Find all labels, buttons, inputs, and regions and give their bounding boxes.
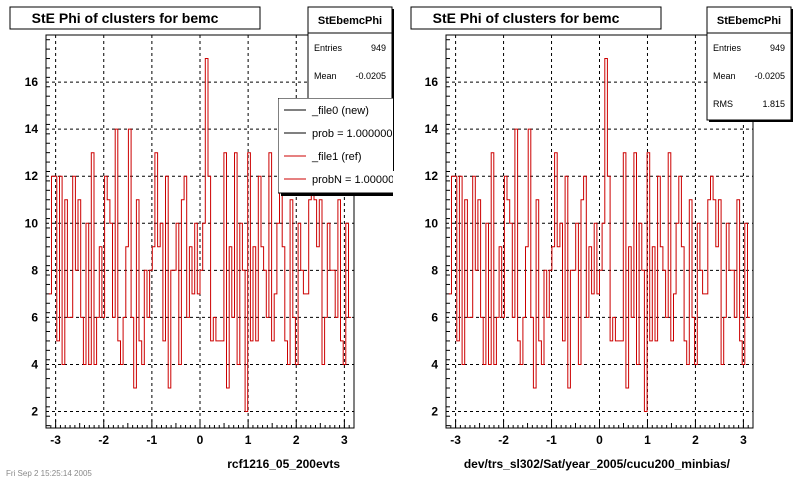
y-tick-label: 4 xyxy=(31,357,38,371)
stats-label: Mean xyxy=(713,71,736,81)
stats-value: 949 xyxy=(371,43,386,53)
stats-label: RMS xyxy=(713,99,733,109)
y-tick-label: 10 xyxy=(425,216,439,230)
y-tick-label: 2 xyxy=(31,405,38,419)
stats-label: Entries xyxy=(314,43,343,53)
y-tick-label: 12 xyxy=(425,169,439,183)
stats-name: StEbemcPhi xyxy=(318,15,382,27)
x-axis-title: dev/trs_sl302/Sat/year_2005/cucu200_minb… xyxy=(464,457,731,471)
legend-frame xyxy=(278,98,393,194)
y-tick-label: 8 xyxy=(31,263,38,277)
footer-timestamp: Fri Sep 2 15:25:14 2005 xyxy=(6,469,92,478)
legend-label: _file1 (ref) xyxy=(311,151,362,163)
stats-label: Mean xyxy=(314,71,337,81)
x-tick-label: 0 xyxy=(596,433,603,447)
y-tick-label: 2 xyxy=(431,405,438,419)
x-tick-label: 1 xyxy=(245,433,252,447)
title-box xyxy=(9,6,261,30)
stats-value: 1.815 xyxy=(762,99,785,109)
x-tick-label: 0 xyxy=(197,433,204,447)
y-tick-label: 16 xyxy=(25,75,39,89)
y-tick-label: 12 xyxy=(25,169,39,183)
stats-value: -0.0205 xyxy=(754,71,785,81)
y-tick-label: 6 xyxy=(31,310,38,324)
y-tick-label: 8 xyxy=(431,263,438,277)
x-tick-label: 3 xyxy=(740,433,747,447)
x-tick-label: 3 xyxy=(341,433,348,447)
legend-box: _file0 (new) prob = 1.000000 _file1 (ref) p… xyxy=(278,98,400,196)
legend-label: prob = 1.000000 xyxy=(312,128,392,140)
legend-inner: _file0 (new) prob = 1.000000 _file1 (ref) p… xyxy=(278,98,400,196)
plot-title: StE Phi of clusters for bemc xyxy=(32,10,219,26)
y-tick-label: 14 xyxy=(425,122,439,136)
stats-value: -0.0205 xyxy=(355,71,386,81)
plot-title: StE Phi of clusters for bemc xyxy=(433,10,620,26)
histogram-series xyxy=(448,58,751,412)
histogram-series xyxy=(48,58,352,412)
legend-label: _file0 (new) xyxy=(311,105,369,117)
x-tick-label: -3 xyxy=(50,433,61,447)
y-tick-label: 14 xyxy=(25,122,39,136)
x-tick-label: -1 xyxy=(147,433,158,447)
title-box xyxy=(410,6,662,30)
x-axis-title: rcf1216_05_200evts xyxy=(227,457,340,471)
y-tick-label: 4 xyxy=(431,357,438,371)
x-tick-label: -1 xyxy=(546,433,557,447)
y-tick-label: 6 xyxy=(431,310,438,324)
x-tick-label: 1 xyxy=(644,433,651,447)
y-tick-label: 10 xyxy=(25,216,39,230)
stats-name: StEbemcPhi xyxy=(717,15,781,27)
legend-label: probN = 1.000000 xyxy=(312,174,400,186)
x-tick-label: 2 xyxy=(692,433,699,447)
y-tick-label: 16 xyxy=(425,75,439,89)
stats-box xyxy=(706,6,792,121)
stats-value: 949 xyxy=(770,43,785,53)
x-tick-label: -2 xyxy=(98,433,109,447)
x-tick-label: -3 xyxy=(450,433,461,447)
stats-label: Entries xyxy=(713,43,742,53)
x-tick-label: -2 xyxy=(498,433,509,447)
x-tick-label: 2 xyxy=(293,433,300,447)
